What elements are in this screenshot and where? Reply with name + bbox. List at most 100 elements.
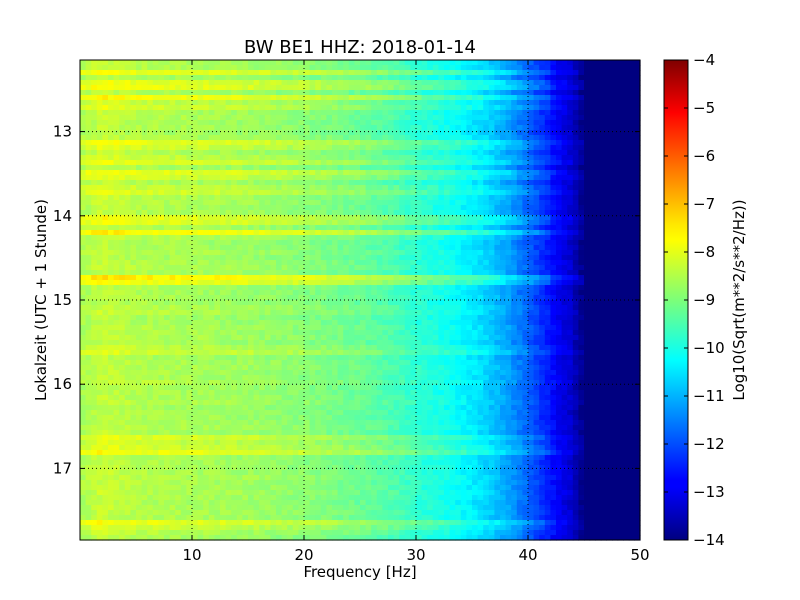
heatmap-cell [477,180,484,186]
heatmap-cell [225,115,232,121]
heatmap-cell [332,200,339,206]
heatmap-cell [124,245,131,251]
heatmap-cell [572,305,579,311]
heatmap-cell [214,165,221,171]
heatmap-cell [203,225,210,231]
heatmap-cell [449,295,456,301]
heatmap-cell [623,130,630,136]
heatmap-cell [287,60,294,66]
heatmap-cell [360,275,367,281]
heatmap-cell [102,165,109,171]
heatmap-cell [220,145,227,151]
heatmap-cell [466,255,473,261]
heatmap-cell [152,285,159,291]
heatmap-cell [399,155,406,161]
heatmap-cell [164,110,171,116]
heatmap-cell [376,160,383,166]
heatmap-cell [225,65,232,71]
heatmap-cell [376,80,383,86]
heatmap-cell [376,180,383,186]
heatmap-cell [242,215,249,221]
heatmap-cell [220,265,227,271]
heatmap-cell [404,65,411,71]
heatmap-cell [589,200,596,206]
heatmap-cell [561,85,568,91]
heatmap-cell [259,240,266,246]
heatmap-cell [175,270,182,276]
heatmap-cell [270,150,277,156]
heatmap-cell [348,235,355,241]
heatmap-cell [248,80,255,86]
heatmap-cell [158,115,165,121]
heatmap-cell [147,230,154,236]
heatmap-cell [270,235,277,241]
heatmap-cell [337,185,344,191]
heatmap-cell [494,155,501,161]
heatmap-cell [298,110,305,116]
heatmap-cell [136,215,143,221]
heatmap-cell [147,185,154,191]
heatmap-cell [343,145,350,151]
heatmap-cell [410,295,417,301]
heatmap-cell [141,65,148,71]
heatmap-cell [477,245,484,251]
heatmap-cell [455,140,462,146]
heatmap-cell [203,155,210,161]
heatmap-cell [393,220,400,226]
heatmap-cell [438,65,445,71]
heatmap-cell [287,105,294,111]
heatmap-cell [164,265,171,271]
heatmap-cell [203,190,210,196]
heatmap-cell [180,215,187,221]
heatmap-cell [455,130,462,136]
heatmap-cell [595,145,602,151]
heatmap-cell [113,100,120,106]
heatmap-cell [516,85,523,91]
heatmap-cell [343,260,350,266]
heatmap-cell [270,110,277,116]
heatmap-cell [164,250,171,256]
heatmap-cell [197,205,204,211]
heatmap-cell [438,155,445,161]
heatmap-cell [124,115,131,121]
heatmap-cell [304,240,311,246]
heatmap-cell [623,110,630,116]
heatmap-cell [494,275,501,281]
heatmap-cell [158,250,165,256]
heatmap-cell [472,165,479,171]
heatmap-cell [539,80,546,86]
heatmap-cell [304,95,311,101]
heatmap-cell [483,275,490,281]
heatmap-cell [80,305,87,311]
heatmap-cell [113,160,120,166]
heatmap-cell [141,150,148,156]
heatmap-cell [158,70,165,76]
heatmap-cell [432,215,439,221]
heatmap-cell [248,110,255,116]
heatmap-cell [287,200,294,206]
heatmap-cell [416,275,423,281]
heatmap-cell [225,95,232,101]
heatmap-cell [264,110,271,116]
heatmap-cell [544,250,551,256]
heatmap-cell [600,125,607,131]
heatmap-cell [136,90,143,96]
heatmap-cell [298,225,305,231]
heatmap-cell [287,190,294,196]
heatmap-cell [421,180,428,186]
heatmap-cell [505,75,512,81]
heatmap-cell [164,290,171,296]
heatmap-cell [141,265,148,271]
heatmap-cell [360,115,367,121]
heatmap-cell [472,220,479,226]
heatmap-cell [180,140,187,146]
heatmap-cell [354,160,361,166]
heatmap-cell [96,130,103,136]
heatmap-cell [556,65,563,71]
heatmap-cell [343,100,350,106]
heatmap-cell [595,90,602,96]
heatmap-cell [382,65,389,71]
heatmap-cell [516,300,523,306]
heatmap-cell [427,305,434,311]
heatmap-cell [376,145,383,151]
